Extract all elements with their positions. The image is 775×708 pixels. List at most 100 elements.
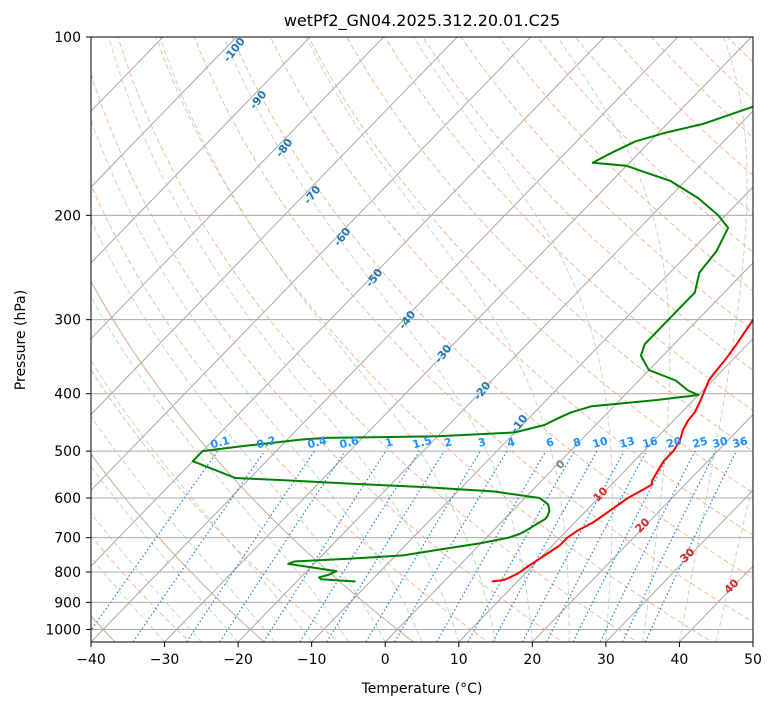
isotherm-label: -70 bbox=[301, 183, 324, 207]
dry-adiabat-line bbox=[269, 37, 753, 536]
x-tick-label: 0 bbox=[381, 652, 390, 668]
mixing-ratio-line bbox=[262, 450, 387, 642]
y-axis-title: Pressure (hPa) bbox=[13, 290, 29, 390]
moist-adiabat-line bbox=[91, 465, 239, 642]
x-tick-label: −30 bbox=[150, 652, 180, 668]
isotherm-label: -80 bbox=[273, 136, 296, 160]
mixing-ratio-label: 25 bbox=[691, 434, 709, 451]
moist-adiabat-line bbox=[413, 37, 613, 642]
mixing-ratio-label: 10 bbox=[591, 434, 609, 451]
moist-adiabat-line bbox=[91, 415, 276, 642]
y-tick-label: 800 bbox=[54, 565, 81, 581]
moist-adiabat-line bbox=[678, 37, 748, 642]
mixing-ratio-line bbox=[132, 450, 266, 642]
isotherm-label: -50 bbox=[363, 266, 386, 290]
y-axis: 1000 900 800 700 600 500 400 300 200 100 bbox=[45, 30, 91, 638]
moist-adiabat-line bbox=[223, 37, 533, 642]
temperature-profile bbox=[491, 318, 753, 583]
y-tick-label: 700 bbox=[54, 531, 81, 547]
dry-adiabat-line bbox=[91, 453, 265, 642]
isotherm-line bbox=[458, 337, 753, 642]
chart-title: wetPf2_GN04.2025.312.20.01.C25 bbox=[284, 11, 560, 31]
series-layer bbox=[191, 105, 753, 583]
mixing-ratio-line bbox=[326, 450, 445, 642]
wet-bulb-label: 10 bbox=[591, 484, 611, 504]
isotherm-line bbox=[91, 37, 679, 642]
x-tick-label: −10 bbox=[297, 652, 327, 668]
moist-adiabat-line bbox=[91, 219, 386, 642]
mixing-ratio-label: 0.1 bbox=[209, 434, 231, 452]
mixing-ratio-label: 3 bbox=[477, 435, 488, 450]
x-tick-label: 30 bbox=[597, 652, 615, 668]
isotherm-line bbox=[384, 262, 753, 642]
dry-adiabat-line bbox=[155, 37, 713, 642]
mixing-ratio-line bbox=[521, 450, 625, 642]
moist-adiabat-line bbox=[91, 295, 349, 642]
mixing-ratio-label: 16 bbox=[641, 434, 659, 451]
mixing-ratio-label: 13 bbox=[618, 434, 636, 451]
dry-adiabat-line bbox=[231, 37, 753, 579]
moist-adiabat-line bbox=[159, 37, 497, 642]
dry-adiabat-line bbox=[117, 37, 639, 642]
mixing-ratio-label: 0.4 bbox=[306, 434, 329, 452]
y-tick-label: 100 bbox=[54, 30, 81, 46]
dry-adiabat-line bbox=[422, 37, 753, 371]
mixing-ratio-line bbox=[599, 450, 696, 642]
mixing-ratio-label: 2 bbox=[443, 435, 454, 450]
dry-adiabat-line bbox=[91, 184, 489, 642]
mixing-ratio-line bbox=[546, 450, 647, 642]
y-tick-label: 200 bbox=[54, 208, 81, 224]
x-tick-label: −40 bbox=[76, 652, 106, 668]
moist-adiabat-line bbox=[91, 556, 165, 642]
mixing-ratio-label: 20 bbox=[665, 434, 683, 451]
x-tick-label: 10 bbox=[450, 652, 468, 668]
isotherm-label: -90 bbox=[247, 88, 270, 112]
moist-adiabat-line bbox=[91, 512, 202, 642]
dry-adiabat-line bbox=[91, 72, 564, 642]
mixing-ratio-label: 0.2 bbox=[255, 434, 277, 452]
isotherm-line bbox=[91, 37, 311, 264]
mixing-ratio-label: 1 bbox=[384, 435, 395, 450]
x-tick-label: 40 bbox=[671, 652, 689, 668]
moist-adiabat-line bbox=[557, 37, 671, 642]
mixing-ratio-line bbox=[186, 450, 315, 642]
mixing-ratio-label: 6 bbox=[545, 435, 556, 450]
mixing-ratio-line bbox=[219, 450, 346, 642]
isotherm-label: -40 bbox=[396, 308, 419, 332]
dry-adiabat-line bbox=[91, 369, 340, 642]
isotherm-line bbox=[164, 37, 752, 642]
x-axis-title: Temperature (°C) bbox=[361, 681, 483, 697]
background-lines bbox=[91, 37, 775, 644]
plot-frame bbox=[90, 36, 754, 643]
mixing-ratio-label: 1.5 bbox=[411, 434, 433, 452]
dry-adiabat-line bbox=[766, 37, 775, 644]
x-tick-label: 50 bbox=[744, 652, 762, 668]
mixing-ratio-label: 0.6 bbox=[338, 434, 361, 452]
dry-adiabat-line bbox=[574, 37, 753, 215]
theta-curve bbox=[91, 453, 265, 642]
mixing-ratio-label: 4 bbox=[506, 435, 517, 450]
mixing-ratio-line bbox=[572, 450, 672, 642]
moist-adiabat-line bbox=[91, 359, 313, 642]
isotherm-line bbox=[311, 186, 753, 642]
wet-bulb-label: 20 bbox=[633, 515, 653, 535]
mixing-ratio-label: 36 bbox=[731, 434, 749, 451]
mixing-ratio-line bbox=[492, 450, 598, 642]
isotherm-line bbox=[752, 641, 753, 642]
dry-adiabat-line bbox=[460, 37, 753, 331]
moist-adiabat-line bbox=[91, 118, 423, 642]
isotherm-line bbox=[91, 37, 458, 416]
x-tick-label: 20 bbox=[523, 652, 541, 668]
y-tick-label: 600 bbox=[54, 491, 81, 507]
dry-adiabat-line bbox=[689, 37, 753, 101]
theta-curve bbox=[91, 280, 415, 642]
isotherm-label: -60 bbox=[331, 225, 354, 249]
y-tick-label: 500 bbox=[54, 444, 81, 460]
mixing-ratio-label: 30 bbox=[711, 434, 729, 451]
isotherm-line bbox=[91, 37, 384, 340]
y-tick-label: 1000 bbox=[45, 622, 81, 638]
y-tick-label: 400 bbox=[54, 387, 81, 403]
y-tick-label: 300 bbox=[54, 313, 81, 329]
isotherm-line bbox=[531, 413, 753, 642]
